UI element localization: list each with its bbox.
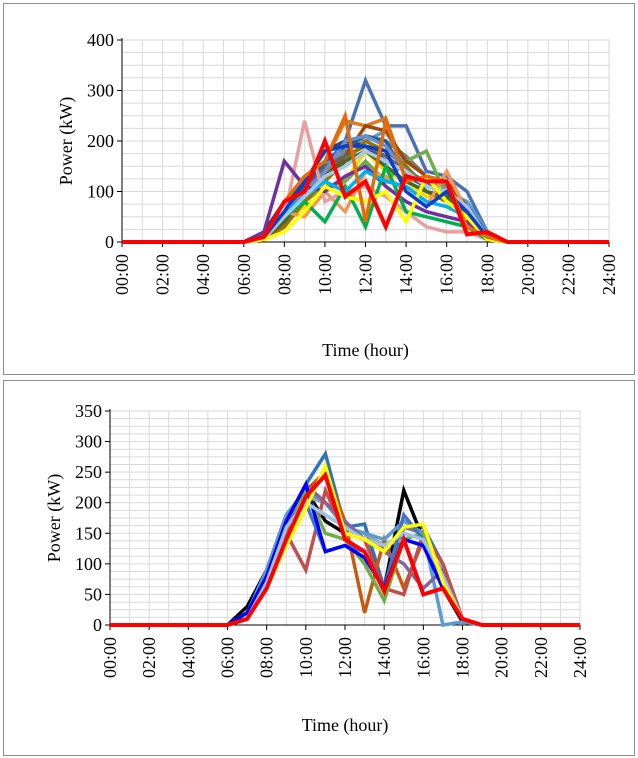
x-tick-label: 02:00 <box>139 637 159 678</box>
x-tick-label: 22:00 <box>558 254 578 295</box>
x-tick-label: 08:00 <box>257 637 277 678</box>
x-tick-label: 16:00 <box>437 254 457 295</box>
line-chart-bottom: 0 50 100 150 200 250 300 350 00:00 02:00 04:00 06:0… <box>44 401 590 736</box>
x-tick-label: 12:00 <box>356 254 376 295</box>
x-tick-label: 12:00 <box>335 637 355 678</box>
x-axis-title: Time (hour) <box>322 340 409 361</box>
y-tick-label: 50 <box>84 584 102 604</box>
y-tick-label: 100 <box>75 554 102 574</box>
x-tick-label: 24:00 <box>570 637 590 678</box>
x-tick-label: 20:00 <box>518 254 538 295</box>
chart-panel-bottom: 0 50 100 150 200 250 300 350 00:00 02:00 04:00 06:0… <box>3 380 635 756</box>
x-tick-label: 02:00 <box>153 254 173 295</box>
x-tick-label: 22:00 <box>531 637 551 678</box>
x-tick-label: 24:00 <box>599 254 619 295</box>
y-tick-label: 200 <box>75 493 102 513</box>
x-tick-label: 08:00 <box>274 254 294 295</box>
x-tick-label: 18:00 <box>453 637 473 678</box>
x-axis-title: Time (hour) <box>302 715 389 736</box>
x-tick-label: 00:00 <box>100 637 120 678</box>
y-axis-title: Power (kW) <box>56 97 77 185</box>
x-tick-label: 20:00 <box>492 637 512 678</box>
y-tick-label: 200 <box>87 131 114 151</box>
x-tick-label: 10:00 <box>296 637 316 678</box>
x-tick-label: 04:00 <box>193 254 213 295</box>
series-group <box>110 449 580 627</box>
y-tick-label: 400 <box>87 30 114 50</box>
series-group <box>122 75 609 244</box>
x-tick-label: 06:00 <box>234 254 254 295</box>
y-tick-label: 0 <box>93 615 102 635</box>
x-tick-label: 00:00 <box>112 254 132 295</box>
x-tick-label: 14:00 <box>374 637 394 678</box>
y-tick-label: 250 <box>75 462 102 482</box>
y-tick-label: 100 <box>87 182 114 202</box>
chart-panel-top: 0 100 200 300 400 00:00 02:00 04:00 06:00 08:00 10… <box>3 3 635 375</box>
y-tick-label: 350 <box>75 401 102 421</box>
y-tick-label: 0 <box>105 232 114 252</box>
line-chart-top: 0 100 200 300 400 00:00 02:00 04:00 06:00 08:00 10… <box>56 30 619 361</box>
y-tick-label: 300 <box>87 81 114 101</box>
x-tick-label: 16:00 <box>413 637 433 678</box>
x-tick-label: 10:00 <box>315 254 335 295</box>
series-line <box>122 135 609 244</box>
y-axis-title: Power (kW) <box>44 474 65 562</box>
x-tick-label: 06:00 <box>218 637 238 678</box>
y-tick-label: 300 <box>75 432 102 452</box>
x-tick-label: 04:00 <box>178 637 198 678</box>
series-line <box>110 471 580 627</box>
x-tick-label: 14:00 <box>396 254 416 295</box>
y-tick-label: 150 <box>75 523 102 543</box>
x-tick-label: 18:00 <box>477 254 497 295</box>
